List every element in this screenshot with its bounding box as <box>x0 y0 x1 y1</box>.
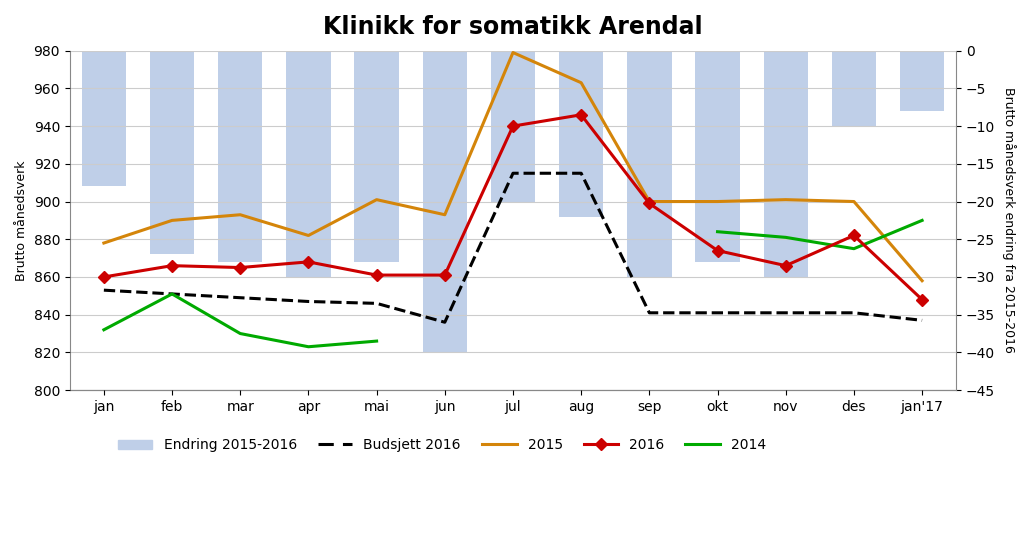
Y-axis label: Brutto månedsverk: Brutto månedsverk <box>15 160 28 281</box>
Bar <box>423 51 467 353</box>
Legend: Endring 2015-2016, Budsjett 2016, 2015, 2016, 2014: Endring 2015-2016, Budsjett 2016, 2015, … <box>112 433 772 458</box>
Bar <box>764 51 808 277</box>
Bar <box>81 51 126 186</box>
Bar <box>355 51 399 262</box>
Bar <box>832 51 876 126</box>
Bar <box>287 51 331 277</box>
Bar <box>219 51 263 262</box>
Bar <box>900 51 944 111</box>
Bar <box>559 51 603 216</box>
Bar <box>627 51 671 277</box>
Bar <box>491 51 535 202</box>
Title: Klinikk for somatikk Arendal: Klinikk for somatikk Arendal <box>323 15 703 39</box>
Y-axis label: Brutto månedsverk endring fra 2015-2016: Brutto månedsverk endring fra 2015-2016 <box>1002 87 1016 353</box>
Bar <box>695 51 739 262</box>
Bar <box>149 51 194 255</box>
